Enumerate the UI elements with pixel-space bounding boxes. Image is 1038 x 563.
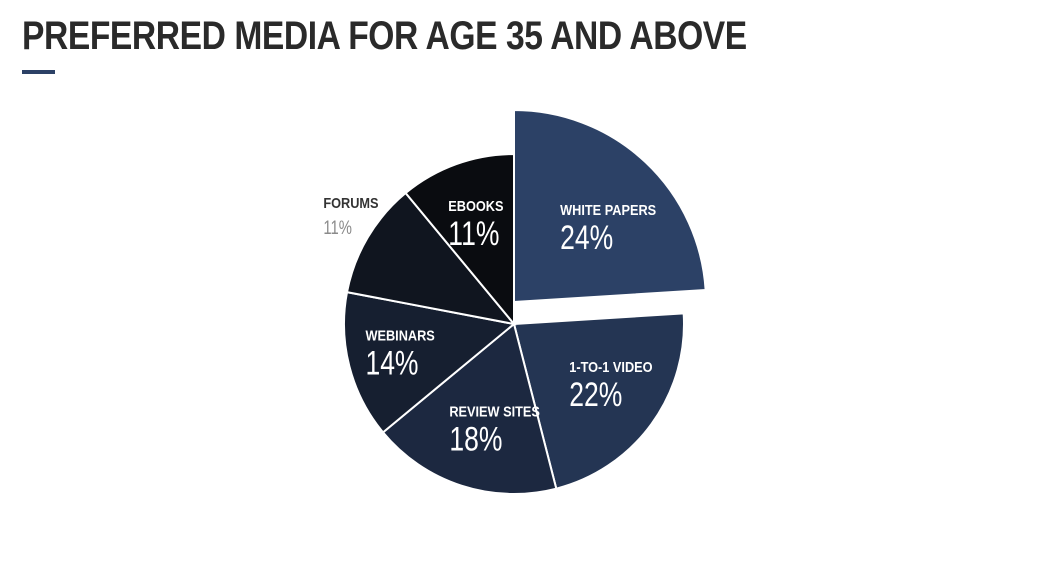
slice-label-ebooks: EBOOKS: [448, 197, 503, 214]
slice-label-white-papers: WHITE PAPERS: [560, 201, 656, 218]
slice-value-ebooks: 11%: [448, 215, 499, 253]
slice-label-review-sites: REVIEW SITES: [449, 403, 540, 420]
pie-slice-white-papers: [513, 108, 707, 304]
slice-value-webinars: 14%: [365, 344, 418, 382]
slice-label-1-to-1-video: 1-TO-1 VIDEO: [569, 358, 652, 375]
slice-value-forums: 11%: [323, 217, 352, 238]
slice-label-webinars: WEBINARS: [365, 326, 434, 343]
pie-slice-1-to-1-video: [512, 312, 685, 490]
pie-slice-review-sites: [381, 322, 558, 495]
pie-slice-ebooks: [404, 152, 515, 327]
page-title: PREFERRED MEDIA FOR AGE 35 AND ABOVE: [22, 14, 747, 58]
title-underline: [22, 70, 55, 74]
slice-label-forums: FORUMS: [323, 194, 378, 211]
pie-slice-webinars: [343, 290, 517, 434]
slice-value-white-papers: 24%: [560, 219, 613, 257]
slice-value-1-to-1-video: 22%: [569, 376, 622, 414]
pie-slice-forums: [345, 191, 517, 326]
slice-value-review-sites: 18%: [449, 421, 502, 459]
